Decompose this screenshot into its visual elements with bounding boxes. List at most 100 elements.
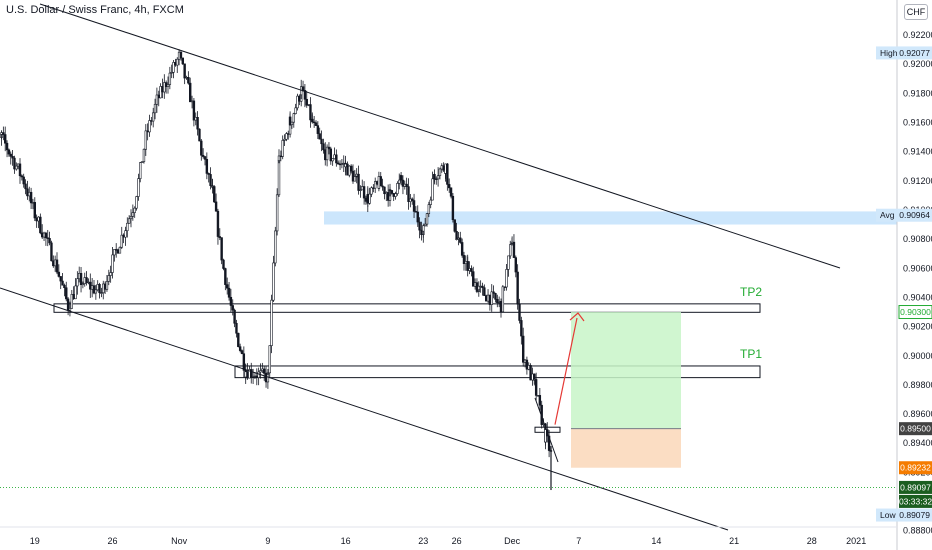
bar-countdown-tag[interactable]: 03:33:32 xyxy=(899,494,932,508)
time-scale[interactable]: 19 26 Nov 9 16 23 26 Dec 7 14 21 28 2021 xyxy=(30,536,866,546)
candle-body xyxy=(253,375,257,378)
target-price-tag-bg xyxy=(898,305,932,320)
candle-body xyxy=(24,183,27,190)
candle-body xyxy=(250,369,253,378)
entry-price-tag[interactable]: 0.89500 xyxy=(899,422,932,436)
candle-body xyxy=(198,128,201,142)
time-tick-label: 2021 xyxy=(846,536,866,546)
candle-body xyxy=(205,159,209,174)
candle-body xyxy=(52,260,55,267)
candle-body xyxy=(514,257,518,273)
short-trend-line[interactable] xyxy=(534,397,559,463)
candle-body xyxy=(209,174,212,186)
candle-body xyxy=(157,94,160,99)
candle-body xyxy=(246,371,249,379)
candle-body xyxy=(137,178,140,197)
channel-lower-line[interactable] xyxy=(0,287,729,531)
candle-body xyxy=(26,188,29,197)
candle-body xyxy=(435,178,438,180)
candle-body xyxy=(346,163,349,176)
stop-price-tag-value: 0.89232 xyxy=(900,463,931,473)
candle-body xyxy=(5,142,9,151)
currency-button[interactable]: CHF xyxy=(904,4,928,20)
candle-body xyxy=(50,242,53,262)
candle-body xyxy=(394,193,397,197)
candle-body xyxy=(226,284,229,289)
candle-body xyxy=(479,285,482,288)
candle-body xyxy=(159,86,162,99)
current-price-tag[interactable]: 0.89097 xyxy=(899,480,932,494)
candle-body xyxy=(9,153,12,157)
candle-body xyxy=(490,291,493,305)
candle-body xyxy=(142,148,146,162)
candle-body xyxy=(146,130,149,133)
candle-body xyxy=(133,207,136,213)
candle-body xyxy=(279,155,283,158)
candle-body xyxy=(187,77,190,84)
candle-body xyxy=(336,162,340,165)
candle-body xyxy=(361,186,364,191)
candle-body xyxy=(213,186,216,203)
candle-body xyxy=(496,299,499,303)
projection-arrow-line[interactable] xyxy=(554,317,578,425)
stop-price-tag[interactable]: 0.89232 xyxy=(899,461,932,475)
candle-body xyxy=(505,269,508,288)
candle-body xyxy=(196,117,199,130)
candle-body xyxy=(362,186,366,199)
candle-body xyxy=(422,225,425,232)
candle-body xyxy=(497,301,501,304)
candle-body xyxy=(238,346,242,351)
channel-upper-line[interactable] xyxy=(39,3,841,269)
candle-body xyxy=(255,375,258,378)
high-price-tag-value: 0.92077 xyxy=(899,48,930,58)
candle-body xyxy=(122,234,125,238)
candle-body xyxy=(492,291,495,294)
candle-body xyxy=(303,90,307,100)
candle-body xyxy=(523,359,527,363)
current-price-tag-bg xyxy=(899,480,932,494)
candle-body xyxy=(499,301,503,313)
candle-body xyxy=(155,94,159,105)
candle-body xyxy=(183,63,186,79)
time-tick-label: Dec xyxy=(504,536,521,546)
candle-body xyxy=(37,216,40,222)
low-price-tag-value: 0.89079 xyxy=(899,510,930,520)
target-price-tag[interactable]: 0.90300 xyxy=(898,305,932,320)
long-position-target-area[interactable] xyxy=(571,312,681,429)
tp1-zone[interactable] xyxy=(234,365,761,379)
candle-body xyxy=(100,292,103,294)
high-price-tag[interactable]: High 0.92077 xyxy=(876,46,932,60)
candle-body xyxy=(231,305,234,311)
candle-body xyxy=(331,158,334,162)
candle-body xyxy=(124,230,127,238)
long-position-stop-area[interactable] xyxy=(571,428,681,468)
candle-body xyxy=(451,195,455,220)
tp2-zone[interactable] xyxy=(53,303,761,313)
candle-body xyxy=(116,249,120,254)
candle-body xyxy=(251,376,255,378)
candle-body xyxy=(20,175,24,178)
low-price-tag[interactable]: Low 0.89079 xyxy=(876,508,932,522)
time-tick-label: Nov xyxy=(171,536,188,546)
avg-price-tag[interactable]: Avg 0.90964 xyxy=(876,208,932,222)
avg-price-zone[interactable] xyxy=(324,211,897,225)
candle-body xyxy=(272,262,275,301)
candle-body xyxy=(385,192,388,195)
candle-body xyxy=(359,189,362,191)
candle-body xyxy=(233,321,236,324)
candle-body xyxy=(294,107,297,114)
candle-body xyxy=(377,176,381,189)
time-tick-label: 14 xyxy=(651,536,661,546)
candle-body xyxy=(544,429,547,443)
candle-body xyxy=(425,213,429,225)
candle-body xyxy=(327,146,331,150)
candle-body xyxy=(94,289,98,294)
candle-body xyxy=(390,190,394,194)
candle-body xyxy=(105,281,109,290)
